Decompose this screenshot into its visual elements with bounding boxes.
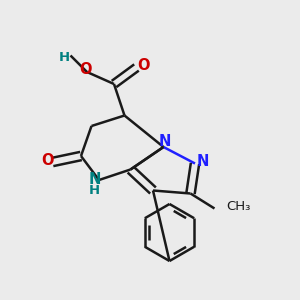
Text: H: H [89,184,100,197]
Text: N: N [159,134,171,149]
Text: N: N [196,154,209,169]
Text: N: N [88,172,101,187]
Text: O: O [79,61,92,76]
Text: H: H [59,50,70,64]
Text: CH₃: CH₃ [226,200,251,214]
Text: O: O [137,58,149,74]
Text: O: O [41,153,53,168]
